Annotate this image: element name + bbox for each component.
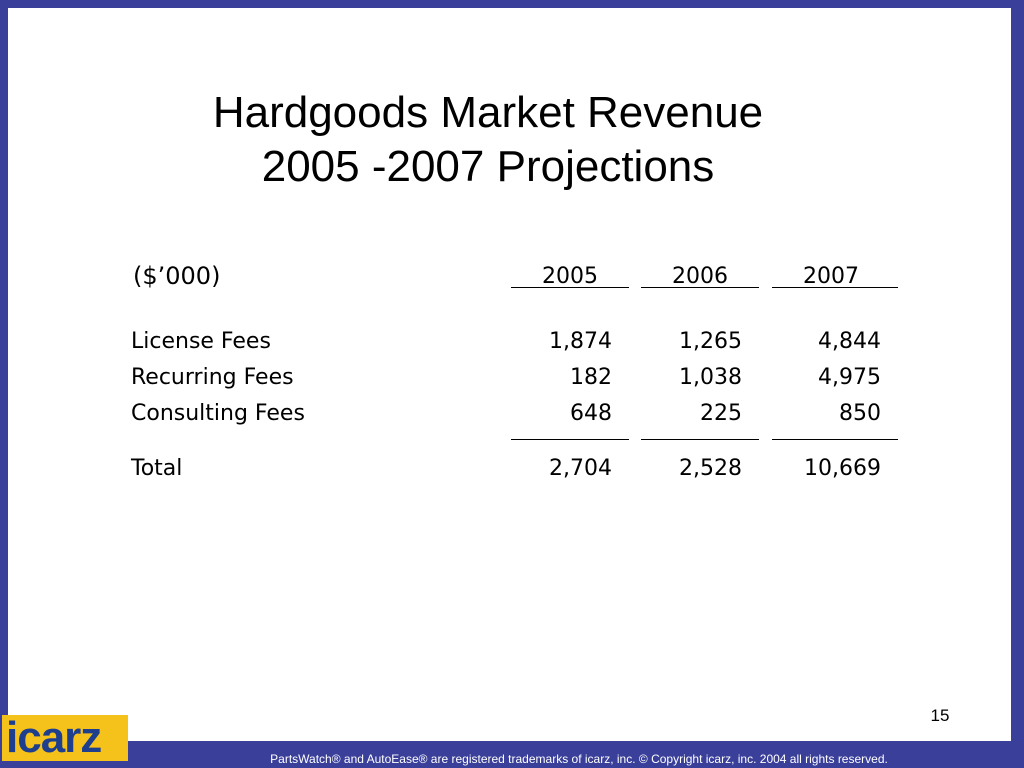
cell-consulting-2006: 225	[700, 401, 742, 426]
cell-license-2005: 1,874	[549, 329, 612, 354]
header-rule-2005	[511, 287, 629, 288]
row-label-consulting-fees: Consulting Fees	[131, 401, 305, 426]
row-label-total: Total	[131, 456, 183, 481]
cell-consulting-2005: 648	[570, 401, 612, 426]
total-rule-2007	[772, 439, 898, 440]
cell-total-2006: 2,528	[679, 456, 742, 481]
slide-title: Hardgoods Market Revenue 2005 -2007 Proj…	[8, 86, 968, 194]
title-line-1: Hardgoods Market Revenue	[212, 88, 764, 137]
year-header-2006: 2006	[672, 264, 728, 289]
cell-total-2007: 10,669	[804, 456, 881, 481]
year-header-2007: 2007	[803, 264, 859, 289]
year-header-2005: 2005	[542, 264, 598, 289]
page-number: 15	[930, 706, 950, 725]
cell-total-2005: 2,704	[549, 456, 612, 481]
logo-text: icarz	[6, 713, 102, 762]
total-rule-2006	[641, 439, 759, 440]
cell-license-2006: 1,265	[679, 329, 742, 354]
icarz-logo: icarz	[2, 713, 128, 762]
cell-recurring-2007: 4,975	[818, 365, 881, 390]
header-rule-2007	[772, 287, 898, 288]
slide: Hardgoods Market Revenue 2005 -2007 Proj…	[8, 8, 1011, 741]
cell-license-2007: 4,844	[818, 329, 881, 354]
copyright-footer: PartsWatch® and AutoEase® are registered…	[270, 752, 888, 766]
row-label-license-fees: License Fees	[131, 329, 271, 354]
cell-recurring-2006: 1,038	[679, 365, 742, 390]
row-label-recurring-fees: Recurring Fees	[131, 365, 294, 390]
cell-recurring-2005: 182	[570, 365, 612, 390]
cell-consulting-2007: 850	[839, 401, 881, 426]
total-rule-2005	[511, 439, 629, 440]
header-rule-2006	[641, 287, 759, 288]
title-line-2: 2005 -2007 Projections	[261, 142, 715, 191]
units-label: ($’000)	[133, 262, 221, 290]
